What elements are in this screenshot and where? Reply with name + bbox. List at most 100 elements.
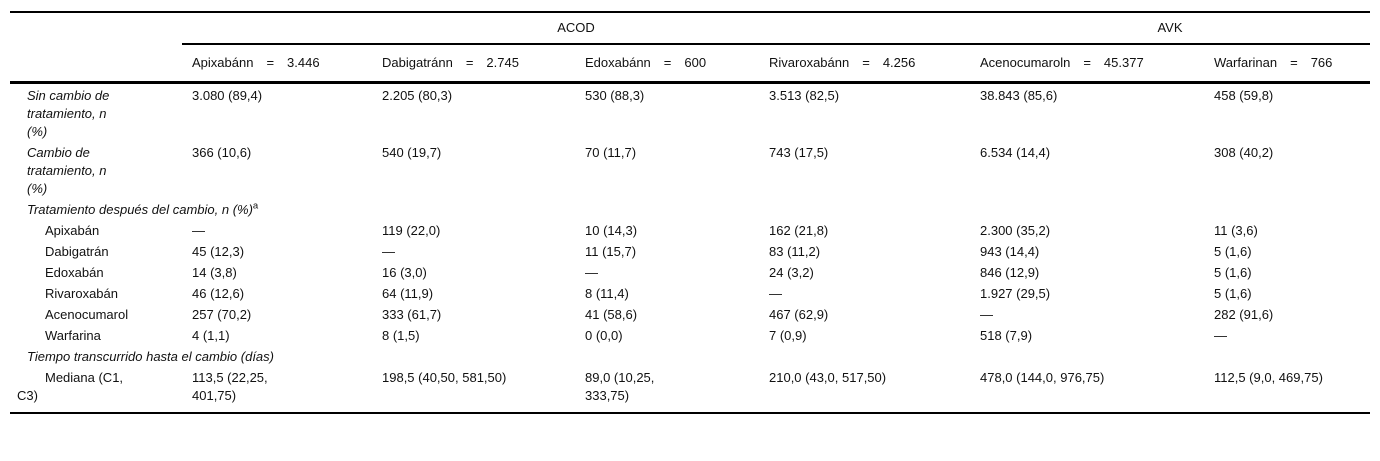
row-label: Edoxabán — [45, 265, 104, 280]
table-row: Cambio de tratamiento, n (%) 366 (10,6) 54… — [10, 141, 1370, 198]
section-row: Tratamiento después del cambio, n (%)a — [10, 198, 1370, 219]
data-cell: — — [769, 286, 782, 301]
data-cell: 5 (1,6) — [1214, 286, 1252, 301]
row-label: Apixabán — [45, 223, 100, 238]
row-label: Cambio de tratamiento, n (%) — [27, 145, 107, 196]
table-row: Edoxabán 14 (3,8) 16 (3,0) — 24 (3,2) 84… — [10, 261, 1370, 282]
table-row: Dabigatrán 45 (12,3) — 11 (15,7) 83 (11,… — [10, 240, 1370, 261]
column-header-dabigatran: Dabigatránn = 2.745 — [372, 44, 575, 84]
data-cell: — — [585, 265, 598, 280]
section-label: Tiempo transcurrido hasta el cambio (día… — [10, 345, 1370, 366]
data-cell: 46 (12,6) — [192, 286, 245, 301]
column-name: Rivaroxabánn — [769, 55, 850, 70]
table-row: Sin cambio de tratamiento, n (%) 3.080 (89… — [10, 83, 1370, 142]
data-cell: 8 (11,4) — [585, 286, 629, 301]
column-header-warfarina: Warfarinan = 766 — [1204, 44, 1370, 84]
data-cell: 366 (10,6) — [192, 145, 252, 160]
data-cell: 162 (21,8) — [769, 223, 829, 238]
column-n-value: 45.377 — [1103, 55, 1144, 70]
data-cell: 89,0 (10,25, 333,75) — [575, 366, 759, 414]
column-name: Acenocumaroln — [980, 55, 1071, 70]
row-label: Rivaroxabán — [45, 286, 118, 301]
column-n-value: 600 — [684, 55, 707, 70]
row-label: Warfarina — [45, 328, 101, 343]
equals-sign: = — [1083, 55, 1091, 70]
column-name: Warfarinan — [1214, 55, 1278, 70]
data-cell: 64 (11,9) — [382, 286, 434, 301]
column-header-row: Apixabánn = 3.446 Dabigatránn = 2.745 Edoxab… — [10, 44, 1370, 84]
table-row: Rivaroxabán 46 (12,6) 64 (11,9) 8 (11,4)… — [10, 282, 1370, 303]
data-cell: 2.300 (35,2) — [980, 223, 1051, 238]
data-cell: 743 (17,5) — [769, 145, 829, 160]
data-cell: 113,5 (22,25, 401,75) — [182, 366, 372, 414]
column-name: Dabigatránn — [382, 55, 453, 70]
data-cell: 7 (0,9) — [769, 328, 807, 343]
column-header-edoxaban: Edoxabánn = 600 — [575, 44, 759, 84]
data-cell: 3.080 (89,4) — [192, 88, 263, 103]
data-cell: 41 (58,6) — [585, 307, 638, 322]
data-cell: 45 (12,3) — [192, 244, 245, 259]
column-n-value: 3.446 — [287, 55, 320, 70]
column-n-value: 766 — [1310, 55, 1333, 70]
data-cell: 540 (19,7) — [382, 145, 442, 160]
data-cell: 119 (22,0) — [382, 223, 441, 238]
equals-sign: = — [663, 55, 672, 70]
data-cell: 10 (14,3) — [585, 223, 638, 238]
column-header-apixaban: Apixabánn = 3.446 — [182, 44, 372, 84]
group-header-acod: ACOD — [182, 11, 970, 45]
data-cell: 38.843 (85,6) — [980, 88, 1058, 103]
group-header-avk: AVK — [970, 11, 1370, 45]
data-cell: 70 (11,7) — [585, 145, 637, 160]
data-cell: 518 (7,9) — [980, 328, 1033, 343]
data-cell: 210,0 (43,0, 517,50) — [759, 366, 970, 414]
column-name: Edoxabánn — [585, 55, 651, 70]
table-row: Mediana (C1, C3) 113,5 (22,25, 401,75) 198… — [10, 366, 1370, 414]
data-cell: 112,5 (9,0, 469,75) — [1204, 366, 1370, 414]
table-row: Acenocumarol 257 (70,2) 333 (61,7) 41 (5… — [10, 303, 1370, 324]
data-cell: 5 (1,6) — [1214, 244, 1252, 259]
data-cell: 16 (3,0) — [382, 265, 427, 280]
equals-sign: = — [862, 55, 870, 70]
table-row: Apixabán — 119 (22,0) 10 (14,3) 162 (21,… — [10, 219, 1370, 240]
data-cell: 6.534 (14,4) — [980, 145, 1051, 160]
data-cell: 24 (3,2) — [769, 265, 814, 280]
stub-spacer — [10, 11, 182, 44]
row-label: Mediana (C1, C3) — [10, 366, 182, 414]
data-cell: 458 (59,8) — [1214, 88, 1274, 103]
data-cell: 11 (15,7) — [585, 244, 637, 259]
group-header-row: ACOD AVK — [10, 11, 1370, 45]
section-row: Tiempo transcurrido hasta el cambio (día… — [10, 345, 1370, 366]
data-cell: — — [192, 223, 205, 238]
data-cell: 943 (14,4) — [980, 244, 1040, 259]
data-cell: 282 (91,6) — [1214, 307, 1274, 322]
data-cell: 478,0 (144,0, 976,75) — [970, 366, 1204, 414]
data-cell: 8 (1,5) — [382, 328, 420, 343]
data-cell: — — [1214, 328, 1227, 343]
row-label: Dabigatrán — [45, 244, 109, 259]
equals-sign: = — [266, 55, 275, 70]
table-row: Warfarina 4 (1,1) 8 (1,5) 0 (0,0) 7 (0,9… — [10, 324, 1370, 345]
data-cell: 2.205 (80,3) — [382, 88, 453, 103]
data-cell: 4 (1,1) — [192, 328, 230, 343]
section-label: Tratamiento después del cambio, n (%)a — [10, 198, 1370, 219]
data-cell: 198,5 (40,50, 581,50) — [372, 366, 575, 414]
column-n-value: 4.256 — [882, 55, 916, 70]
data-cell: — — [980, 307, 993, 322]
data-cell: 83 (11,2) — [769, 244, 821, 259]
data-cell: 257 (70,2) — [192, 307, 252, 322]
row-label: Sin cambio de tratamiento, n (%) — [27, 88, 110, 139]
data-cell: — — [382, 244, 395, 259]
data-cell: 530 (88,3) — [585, 88, 645, 103]
column-header-rivaroxaban: Rivaroxabánn = 4.256 — [759, 44, 970, 84]
section-text: Tratamiento después del cambio, n (%) — [27, 202, 253, 217]
equals-sign: = — [465, 55, 474, 70]
equals-sign: = — [1290, 55, 1298, 70]
data-cell: 846 (12,9) — [980, 265, 1040, 280]
column-name: Apixabánn — [192, 55, 254, 70]
column-n-value: 2.745 — [486, 55, 519, 70]
data-cell: 3.513 (82,5) — [769, 88, 840, 103]
data-cell: 308 (40,2) — [1214, 145, 1274, 160]
data-cell: 467 (62,9) — [769, 307, 829, 322]
row-label: Acenocumarol — [45, 307, 129, 322]
table-wrapper: ACOD AVK Apixabánn = 3.446 Dabigatránn = 2.7… — [10, 11, 1370, 414]
